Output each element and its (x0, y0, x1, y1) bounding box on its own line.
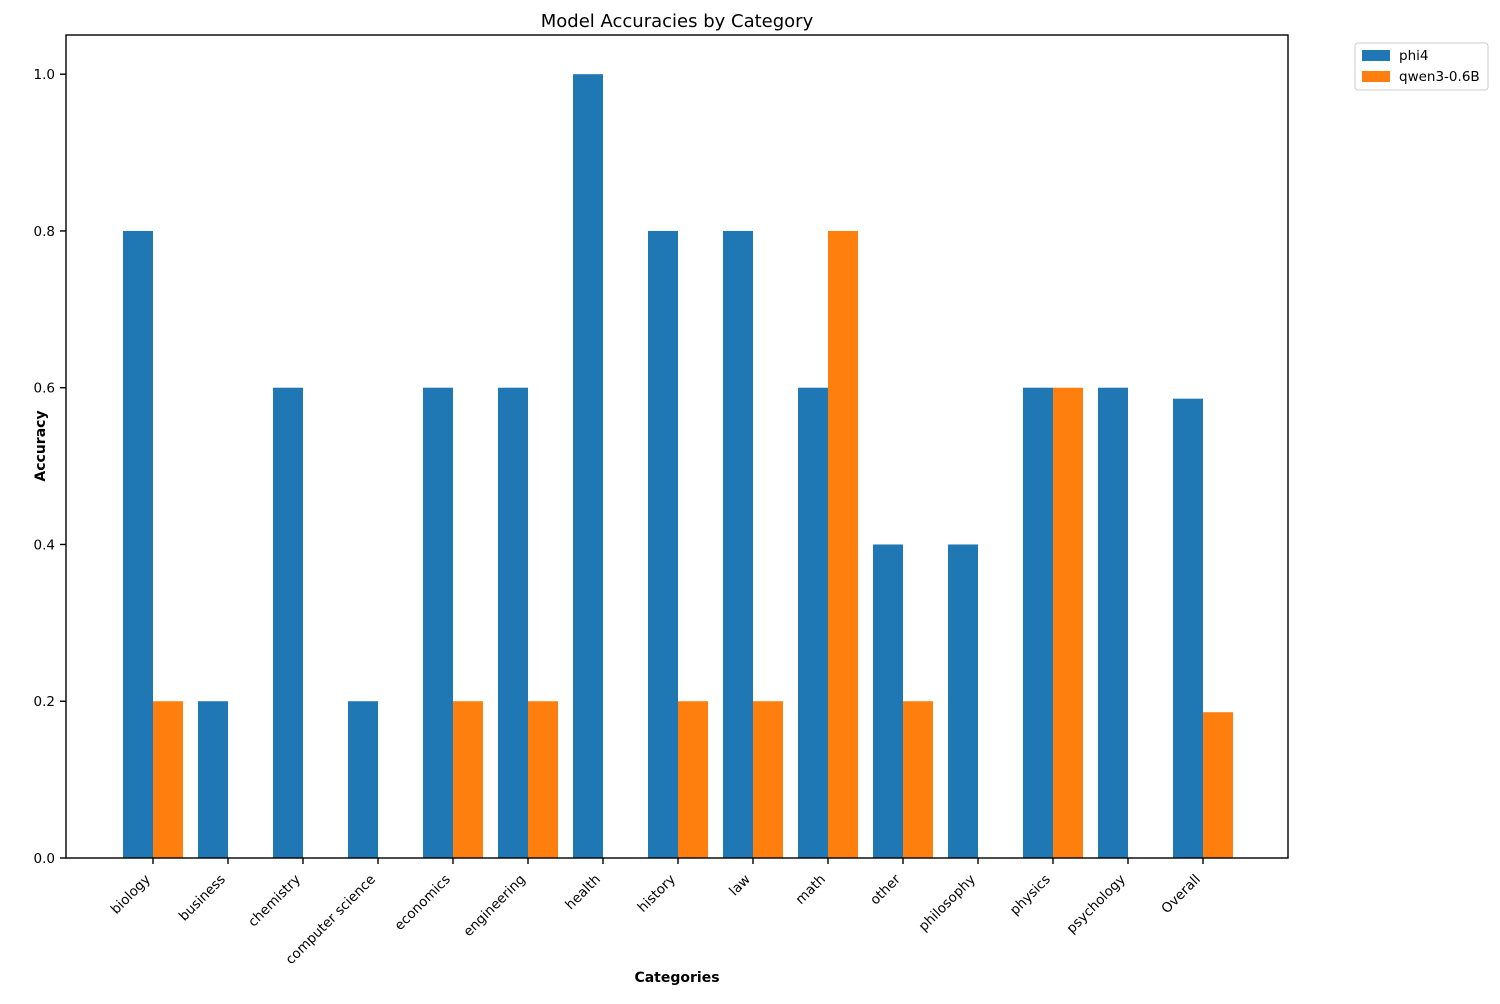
bar-phi4-philosophy (948, 544, 978, 858)
chart-title: Model Accuracies by Category (541, 11, 814, 32)
bar-qwen3-0.6B-math (828, 230, 858, 858)
bar-phi4-engineering (498, 387, 528, 858)
y-tick-label-0.4: 0.4 (34, 537, 55, 553)
y-axis-label: Accuracy (33, 410, 49, 481)
bar-qwen3-0.6B-physics (1053, 387, 1083, 858)
legend: phi4 qwen3-0.6B (1354, 42, 1489, 91)
bar-qwen3-0.6B-other (903, 701, 933, 858)
bars-layer (123, 74, 1233, 858)
x-tick-label-economics: economics (391, 872, 453, 934)
x-tick-label-biology: biology (108, 872, 154, 918)
y-axis-ticks: 0.0 0.2 0.4 0.6 0.8 1.0 (34, 67, 66, 867)
bar-phi4-health (573, 74, 603, 858)
x-tick-label-health: health (562, 872, 604, 914)
x-tick-label-chemistry: chemistry (245, 872, 304, 931)
bar-qwen3-0.6B-biology (153, 701, 183, 858)
x-tick-label-other: other (867, 871, 904, 908)
bar-qwen3-0.6B-history (678, 701, 708, 858)
plot-frame (65, 34, 1289, 859)
bar-phi4-other (873, 544, 903, 858)
x-tick-label-math: math (793, 872, 829, 908)
bar-phi4-psychology (1098, 387, 1128, 858)
y-tick-label-1.0: 1.0 (34, 67, 55, 83)
bar-phi4-chemistry (273, 387, 303, 858)
x-tick-label-law: law (726, 872, 754, 900)
y-tick-label-0.6: 0.6 (34, 381, 55, 397)
x-tick-label-philosophy: philosophy (916, 872, 979, 935)
bar-phi4-history (648, 230, 678, 858)
legend-swatch-qwen3-0.6b (1362, 71, 1390, 82)
bar-qwen3-0.6B-Overall (1203, 712, 1233, 858)
bar-phi4-math (798, 387, 828, 858)
bar-phi4-physics (1023, 387, 1053, 858)
bar-phi4-computer-science (348, 701, 378, 858)
y-tick-label-0.0: 0.0 (34, 851, 55, 867)
x-tick-label-history: history (635, 872, 679, 916)
legend-label-phi4: phi4 (1399, 48, 1428, 64)
y-tick-label-0.8: 0.8 (34, 224, 55, 240)
bar-phi4-law (723, 230, 753, 858)
bar-phi4-biology (123, 230, 153, 858)
x-tick-label-psychology: psychology (1063, 872, 1128, 937)
x-tick-label-physics: physics (1007, 872, 1054, 919)
y-tick-label-0.2: 0.2 (34, 694, 55, 710)
x-tick-label-business: business (176, 872, 229, 925)
x-tick-label-Overall: Overall (1158, 872, 1203, 917)
bar-qwen3-0.6B-engineering (528, 701, 558, 858)
legend-label-qwen3-0.6b: qwen3-0.6B (1399, 69, 1480, 85)
bar-phi4-economics (423, 387, 453, 858)
bar-qwen3-0.6B-economics (453, 701, 483, 858)
legend-swatch-phi4 (1362, 50, 1390, 61)
bar-phi4-Overall (1173, 398, 1203, 858)
bar-phi4-business (198, 701, 228, 858)
bar-qwen3-0.6B-law (753, 701, 783, 858)
x-tick-label-engineering: engineering (460, 872, 528, 940)
x-axis-label: Categories (634, 970, 719, 986)
